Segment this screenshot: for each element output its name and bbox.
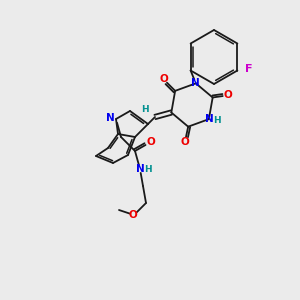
Text: N: N	[106, 113, 114, 123]
Text: O: O	[129, 210, 137, 220]
Text: O: O	[181, 137, 190, 147]
Text: N: N	[136, 164, 144, 174]
Text: O: O	[160, 74, 169, 84]
Text: H: H	[213, 116, 221, 124]
Text: O: O	[223, 91, 232, 100]
Text: N: N	[206, 114, 214, 124]
Text: O: O	[147, 137, 155, 147]
Text: F: F	[244, 64, 252, 74]
Text: H: H	[141, 106, 149, 115]
Text: N: N	[191, 78, 200, 88]
Text: H: H	[144, 166, 152, 175]
